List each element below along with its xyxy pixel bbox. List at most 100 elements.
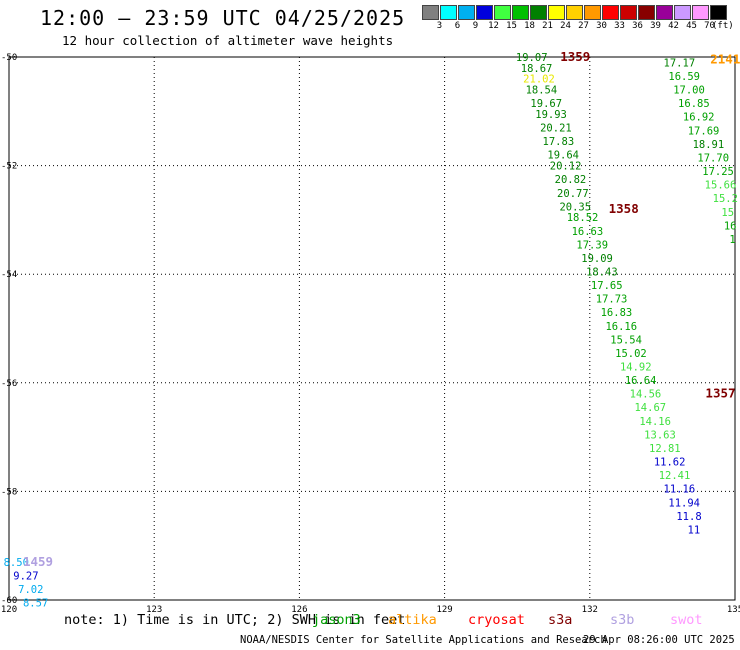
legend-swatch (566, 5, 583, 20)
legend-swatch (548, 5, 565, 20)
longitude-tick-label: 123 (146, 605, 162, 615)
satellite-name: cryosat (468, 612, 525, 628)
credit-line: NOAA/NESDIS Center for Satellite Applica… (240, 634, 607, 646)
wave-height-value: 16 (724, 220, 737, 232)
wave-height-value: 18.67 (521, 63, 553, 75)
wave-height-value: 19.07 (516, 52, 548, 64)
legend-swatch (692, 5, 709, 20)
wave-height-value: 16.64 (625, 375, 657, 387)
latitude-tick-label: -50 (1, 53, 17, 63)
wave-height-value: 18.54 (526, 85, 558, 97)
legend-unit: (ft) (712, 21, 734, 31)
legend-label: 45 (686, 21, 697, 31)
legend-swatch (638, 5, 655, 20)
legend-swatch (458, 5, 475, 20)
legend-swatch (710, 5, 727, 20)
legend-swatch (620, 5, 637, 20)
wave-height-value: 11.62 (654, 457, 686, 469)
wave-height-value: 12.41 (659, 470, 691, 482)
wave-height-value: 9.27 (13, 571, 38, 583)
legend-label: 3 (436, 21, 443, 31)
latitude-tick-label: -56 (1, 379, 17, 389)
wave-height-value: 16.83 (601, 307, 633, 319)
wave-height-value: 15.54 (610, 334, 642, 346)
pass-time-label: 1358 (609, 201, 639, 216)
wave-height-value: 17.25 (702, 166, 734, 178)
wave-height-value: 18.91 (693, 139, 725, 151)
legend-label: 24 (560, 21, 571, 31)
wave-height-value: 15.66 (705, 180, 737, 192)
legend-label: 30 (596, 21, 607, 31)
wave-height-value: 16.85 (678, 98, 710, 110)
longitude-tick-label: 120 (1, 605, 17, 615)
wave-height-value: 16.92 (683, 112, 715, 124)
wave-height-value: 19.93 (535, 109, 567, 121)
wave-height-value: 20.35 (559, 201, 591, 213)
legend-swatch (530, 5, 547, 20)
legend-label: 33 (614, 21, 625, 31)
wave-height-value: 11.16 (664, 484, 696, 496)
pass-time-label: 1359 (560, 49, 590, 64)
wave-height-value: 11.94 (668, 497, 700, 509)
satellite-name: s3b (610, 612, 635, 628)
legend-swatch (656, 5, 673, 20)
wave-height-value: 17.39 (576, 239, 608, 251)
wave-height-value: 19.09 (581, 253, 613, 265)
wave-height-value: 14.56 (630, 389, 662, 401)
pass-time-label: 1459 (23, 554, 53, 569)
wave-height-value: 17.73 (596, 294, 628, 306)
longitude-tick-label: 135 (727, 605, 740, 615)
wave-height-value: 17.17 (664, 57, 696, 69)
wave-height-value: 16.16 (605, 321, 637, 333)
longitude-tick-label: 132 (582, 605, 598, 615)
wave-height-value: 18.52 (567, 212, 599, 224)
satellite-name: jason3 (312, 612, 361, 628)
longitude-tick-label: 129 (436, 605, 452, 615)
pass-time-label: 2141 (710, 52, 740, 67)
wave-height-value: 20.77 (557, 188, 589, 200)
wave-height-value: 15 (721, 207, 734, 219)
latitude-tick-label: -58 (1, 487, 17, 497)
generation-timestamp: 29 Apr 08:26:00 UTC 2025 (583, 634, 735, 646)
legend-label: 70 (704, 21, 715, 31)
legend-label: 36 (632, 21, 643, 31)
legend-swatch (476, 5, 493, 20)
footer-note: note: 1) Time is in UTC; 2) SWH is in fe… (64, 612, 406, 628)
wave-height-value: 13.63 (644, 429, 676, 441)
wave-height-value: 19.67 (530, 98, 562, 110)
page-subtitle: 12 hour collection of altimeter wave hei… (62, 33, 394, 48)
wave-height-value: 17.65 (591, 280, 623, 292)
legend-label: 12 (488, 21, 499, 31)
legend-label: 21 (542, 21, 553, 31)
wave-height-value: 20.21 (540, 123, 572, 135)
wave-height-value: 18.43 (586, 266, 618, 278)
legend-label: 39 (650, 21, 661, 31)
wave-height-value: 14.92 (620, 362, 652, 374)
legend-swatch (602, 5, 619, 20)
pass-time-label: 1357 (705, 386, 735, 401)
wave-height-value: 20.12 (550, 161, 582, 173)
legend-label: 27 (578, 21, 589, 31)
wave-height-value: 7.02 (18, 584, 43, 596)
longitude-tick-label: 126 (291, 605, 307, 615)
wave-height-value: 17.00 (673, 85, 705, 97)
wave-height-value: 14.16 (639, 416, 671, 428)
legend-swatch (674, 5, 691, 20)
wave-height-value: 17.70 (697, 152, 729, 164)
latitude-tick-label: -60 (1, 596, 17, 606)
satellite-name: swot (670, 612, 703, 628)
wave-height-value: 16.59 (668, 71, 700, 83)
map-frame (8, 56, 736, 601)
legend-label: 6 (454, 21, 461, 31)
legend-swatch (440, 5, 457, 20)
wave-height-value: 11.8 (676, 511, 701, 523)
wave-height-value: 12.81 (649, 443, 681, 455)
wave-height-value: 15.02 (615, 348, 647, 360)
wave-height-value: 19.64 (547, 150, 579, 162)
wave-height-value: 11 (688, 524, 701, 536)
wave-height-value: 1 (729, 234, 735, 246)
legend-swatch (422, 5, 439, 20)
legend-label: 42 (668, 21, 679, 31)
legend-label: 9 (472, 21, 479, 31)
